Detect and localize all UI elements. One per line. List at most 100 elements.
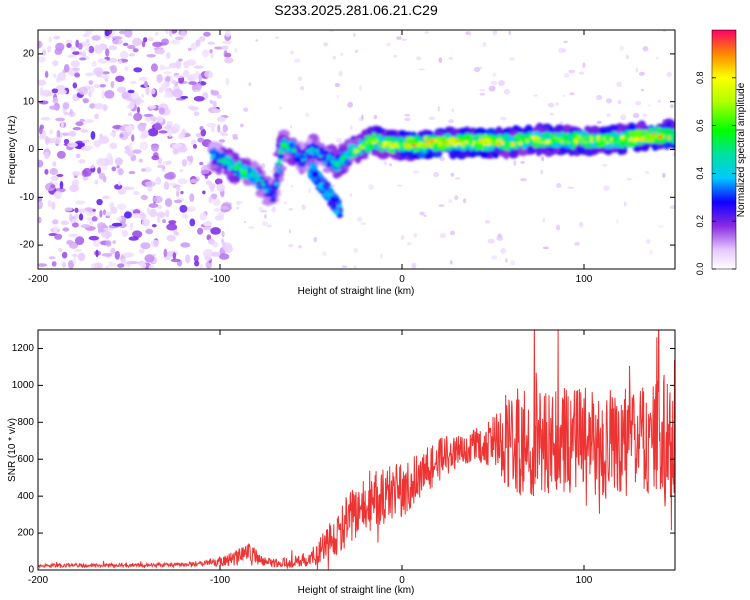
noise-blob <box>261 221 268 226</box>
noise-blob <box>479 89 486 92</box>
ridge-blob <box>309 146 314 151</box>
noise-blob <box>158 130 168 134</box>
noise-blob <box>144 81 149 88</box>
noise-blob <box>145 86 150 96</box>
noise-blob <box>66 42 72 49</box>
ridge-blob <box>325 192 332 196</box>
noise-blob <box>340 52 343 56</box>
noise-blob <box>221 230 225 238</box>
ridge-blob <box>358 138 363 145</box>
noise-blob <box>658 225 664 228</box>
ridge-blob <box>319 154 323 158</box>
ridge-blob <box>525 139 530 143</box>
noise-blob <box>149 208 158 218</box>
noise-blob <box>165 209 170 218</box>
noise-blob <box>555 101 559 106</box>
ridge-blob <box>486 142 492 146</box>
noise-blob <box>150 239 160 248</box>
noise-blob <box>234 47 237 54</box>
noise-blob <box>305 112 310 118</box>
noise-blob <box>145 228 154 235</box>
noise-blob <box>186 155 191 162</box>
noise-blob <box>669 205 675 210</box>
noise-blob <box>595 94 603 101</box>
noise-blob <box>224 245 233 253</box>
noise-blob <box>157 216 161 224</box>
noise-blob <box>69 184 79 193</box>
noise-blob <box>101 71 110 75</box>
noise-blob <box>165 91 172 98</box>
ridge-blob <box>360 145 365 149</box>
noise-blob <box>418 68 426 71</box>
noise-blob <box>556 182 562 189</box>
noise-blob <box>290 50 295 55</box>
noise-blob <box>75 236 85 246</box>
ridge-blob <box>612 140 616 143</box>
noise-blob <box>148 264 155 269</box>
ridge-blob <box>295 148 303 154</box>
noise-blob <box>168 128 173 138</box>
noise-blob <box>404 113 411 117</box>
ridge-blob <box>235 165 241 170</box>
ridge-blob <box>344 155 349 160</box>
noise-blob <box>288 208 293 211</box>
noise-blob <box>487 238 495 244</box>
noise-blob <box>132 37 143 46</box>
noise-blob <box>89 165 95 169</box>
ridge-blob <box>474 139 480 143</box>
ridge-blob <box>415 141 418 145</box>
colorbar-label: Normalized spectral amplitude <box>736 82 747 217</box>
noise-blob <box>155 31 159 36</box>
noise-blob <box>78 159 86 164</box>
ridge-blob <box>657 135 663 139</box>
noise-blob <box>141 93 145 98</box>
ridge-blob <box>424 143 428 148</box>
noise-blob <box>635 67 639 73</box>
ridge-blob <box>373 140 378 144</box>
noise-blob <box>144 115 152 122</box>
noise-blob <box>150 88 156 95</box>
noise-blob <box>415 56 422 61</box>
noise-blob <box>623 201 627 207</box>
noise-blob <box>173 74 184 79</box>
noise-blob <box>127 44 136 50</box>
ridge-blob <box>451 140 456 145</box>
ridge-blob <box>468 139 473 144</box>
noise-blob <box>65 39 73 44</box>
x-tick-label: -100 <box>210 575 230 586</box>
noise-blob <box>109 131 116 137</box>
noise-blob <box>163 181 170 190</box>
noise-blob <box>496 235 503 242</box>
noise-blob <box>99 84 107 88</box>
noise-blob <box>181 213 190 219</box>
noise-blob <box>127 112 133 117</box>
noise-blob <box>38 159 44 168</box>
noise-blob <box>140 194 148 200</box>
ridge-blob <box>277 163 281 168</box>
noise-blob <box>188 81 197 85</box>
ridge-blob <box>531 139 534 144</box>
noise-blob <box>38 79 47 86</box>
noise-blob <box>94 44 103 54</box>
noise-blob <box>104 89 115 99</box>
noise-blob <box>202 221 211 227</box>
ridge-blob <box>648 129 656 134</box>
noise-blob <box>116 86 127 93</box>
ridge-blob <box>668 133 672 136</box>
noise-blob <box>77 42 83 50</box>
noise-blob <box>57 89 67 95</box>
noise-blob <box>61 251 68 259</box>
ridge-blob <box>495 126 503 136</box>
noise-blob <box>102 195 110 200</box>
noise-blob <box>547 102 555 108</box>
noise-blob <box>141 168 146 172</box>
noise-blob <box>578 221 584 228</box>
noise-blob <box>51 219 59 225</box>
ridge-blob <box>633 138 637 142</box>
noise-blob <box>93 141 102 147</box>
ridge-blob <box>353 149 360 154</box>
noise-blob <box>133 190 140 196</box>
heatmap-ridge <box>207 118 675 218</box>
ridge-blob <box>429 139 435 143</box>
noise-blob <box>559 120 564 125</box>
